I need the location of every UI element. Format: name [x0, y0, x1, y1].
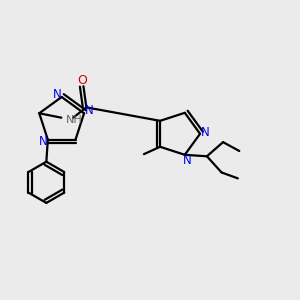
Text: N: N	[84, 104, 93, 117]
Text: O: O	[78, 74, 88, 87]
Text: N: N	[201, 126, 210, 139]
Text: N: N	[183, 154, 192, 166]
Text: N: N	[39, 136, 48, 148]
Text: NH: NH	[66, 115, 83, 125]
Text: N: N	[52, 88, 61, 101]
